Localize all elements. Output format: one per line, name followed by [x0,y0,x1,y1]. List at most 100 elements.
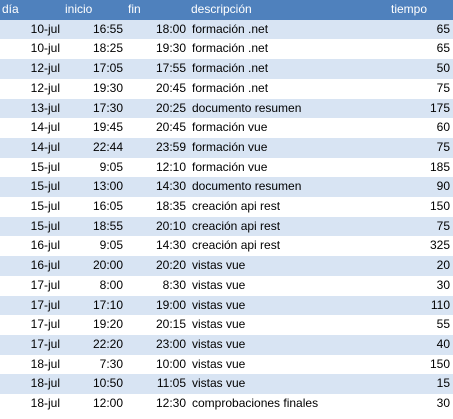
cell-tiempo[interactable]: 90 [389,177,453,198]
cell-inicio[interactable]: 13:00 [63,177,126,198]
cell-fin[interactable]: 12:10 [126,157,189,178]
cell-fin[interactable]: 23:59 [126,137,189,158]
cell-inicio[interactable]: 19:45 [63,118,126,138]
cell-tiempo[interactable]: 175 [389,98,453,119]
cell-tiempo[interactable]: 75 [389,216,453,237]
cell-inicio[interactable]: 22:44 [63,137,126,158]
cell-tiempo[interactable]: 50 [389,59,453,79]
cell-inicio[interactable]: 9:05 [63,157,126,178]
header-cell-fin[interactable]: fin [126,0,189,20]
cell-descripcion[interactable]: creación api rest [189,236,389,257]
cell-inicio[interactable]: 18:55 [63,216,126,237]
cell-fin[interactable]: 14:30 [126,177,189,198]
cell-dia[interactable]: 12-jul [0,78,63,99]
cell-fin[interactable]: 19:00 [126,295,189,316]
cell-dia[interactable]: 15-jul [0,157,63,178]
cell-dia[interactable]: 15-jul [0,177,63,198]
cell-dia[interactable]: 17-jul [0,295,63,316]
cell-descripcion[interactable]: formación .net [189,19,389,40]
cell-tiempo[interactable]: 65 [389,19,453,40]
cell-descripcion[interactable]: creación api rest [189,197,389,217]
cell-tiempo[interactable]: 15 [389,374,453,395]
cell-tiempo[interactable]: 65 [389,39,453,60]
cell-dia[interactable]: 15-jul [0,216,63,237]
cell-descripcion[interactable]: vistas vue [189,315,389,335]
cell-fin[interactable]: 11:05 [126,374,189,395]
cell-dia[interactable]: 14-jul [0,118,63,138]
cell-dia[interactable]: 18-jul [0,354,63,375]
cell-inicio[interactable]: 22:20 [63,334,126,355]
cell-descripcion[interactable]: comprobaciones finales [189,394,389,414]
cell-descripcion[interactable]: formación vue [189,157,389,178]
cell-inicio[interactable]: 12:00 [63,394,126,414]
cell-dia[interactable]: 13-jul [0,98,63,119]
cell-tiempo[interactable]: 325 [389,236,453,257]
cell-dia[interactable]: 18-jul [0,394,63,414]
cell-tiempo[interactable]: 150 [389,197,453,217]
cell-dia[interactable]: 16-jul [0,236,63,257]
cell-fin[interactable]: 20:45 [126,78,189,99]
cell-fin[interactable]: 20:20 [126,256,189,276]
cell-inicio[interactable]: 8:00 [63,275,126,296]
cell-inicio[interactable]: 19:20 [63,315,126,335]
cell-tiempo[interactable]: 40 [389,334,453,355]
cell-tiempo[interactable]: 20 [389,256,453,276]
cell-inicio[interactable]: 9:05 [63,236,126,257]
cell-fin[interactable]: 14:30 [126,236,189,257]
cell-inicio[interactable]: 17:05 [63,59,126,79]
cell-tiempo[interactable]: 150 [389,354,453,375]
cell-descripcion[interactable]: formación vue [189,137,389,158]
cell-fin[interactable]: 8:30 [126,275,189,296]
cell-tiempo[interactable]: 60 [389,118,453,138]
cell-dia[interactable]: 16-jul [0,256,63,276]
cell-descripcion[interactable]: vistas vue [189,256,389,276]
cell-tiempo[interactable]: 30 [389,394,453,414]
cell-tiempo[interactable]: 75 [389,78,453,99]
cell-dia[interactable]: 12-jul [0,59,63,79]
cell-inicio[interactable]: 16:55 [63,19,126,40]
header-cell-inicio[interactable]: inicio [63,0,126,20]
cell-tiempo[interactable]: 55 [389,315,453,335]
cell-descripcion[interactable]: vistas vue [189,275,389,296]
cell-tiempo[interactable]: 30 [389,275,453,296]
cell-inicio[interactable]: 17:30 [63,98,126,119]
cell-fin[interactable]: 18:00 [126,19,189,40]
cell-fin[interactable]: 23:00 [126,334,189,355]
cell-inicio[interactable]: 18:25 [63,39,126,60]
cell-fin[interactable]: 20:45 [126,118,189,138]
cell-inicio[interactable]: 20:00 [63,256,126,276]
cell-descripcion[interactable]: formación .net [189,59,389,79]
cell-dia[interactable]: 14-jul [0,137,63,158]
cell-inicio[interactable]: 10:50 [63,374,126,395]
cell-descripcion[interactable]: vistas vue [189,374,389,395]
cell-fin[interactable]: 10:00 [126,354,189,375]
cell-fin[interactable]: 20:10 [126,216,189,237]
cell-descripcion[interactable]: vistas vue [189,334,389,355]
cell-dia[interactable]: 17-jul [0,275,63,296]
cell-dia[interactable]: 10-jul [0,19,63,40]
cell-fin[interactable]: 19:30 [126,39,189,60]
cell-descripcion[interactable]: documento resumen [189,98,389,119]
cell-descripcion[interactable]: formación .net [189,78,389,99]
cell-dia[interactable]: 17-jul [0,334,63,355]
cell-dia[interactable]: 10-jul [0,39,63,60]
cell-descripcion[interactable]: vistas vue [189,295,389,316]
cell-inicio[interactable]: 7:30 [63,354,126,375]
cell-dia[interactable]: 15-jul [0,197,63,217]
cell-inicio[interactable]: 17:10 [63,295,126,316]
cell-fin[interactable]: 20:25 [126,98,189,119]
cell-fin[interactable]: 17:55 [126,59,189,79]
header-cell-tiempo[interactable]: tiempo [389,0,453,20]
cell-descripcion[interactable]: formación vue [189,118,389,138]
cell-descripcion[interactable]: vistas vue [189,354,389,375]
header-cell-dia[interactable]: día [0,0,63,20]
cell-fin[interactable]: 12:30 [126,394,189,414]
cell-tiempo[interactable]: 75 [389,137,453,158]
cell-dia[interactable]: 17-jul [0,315,63,335]
cell-descripcion[interactable]: documento resumen [189,177,389,198]
cell-descripcion[interactable]: creación api rest [189,216,389,237]
cell-fin[interactable]: 20:15 [126,315,189,335]
cell-dia[interactable]: 18-jul [0,374,63,395]
cell-inicio[interactable]: 19:30 [63,78,126,99]
cell-fin[interactable]: 18:35 [126,197,189,217]
